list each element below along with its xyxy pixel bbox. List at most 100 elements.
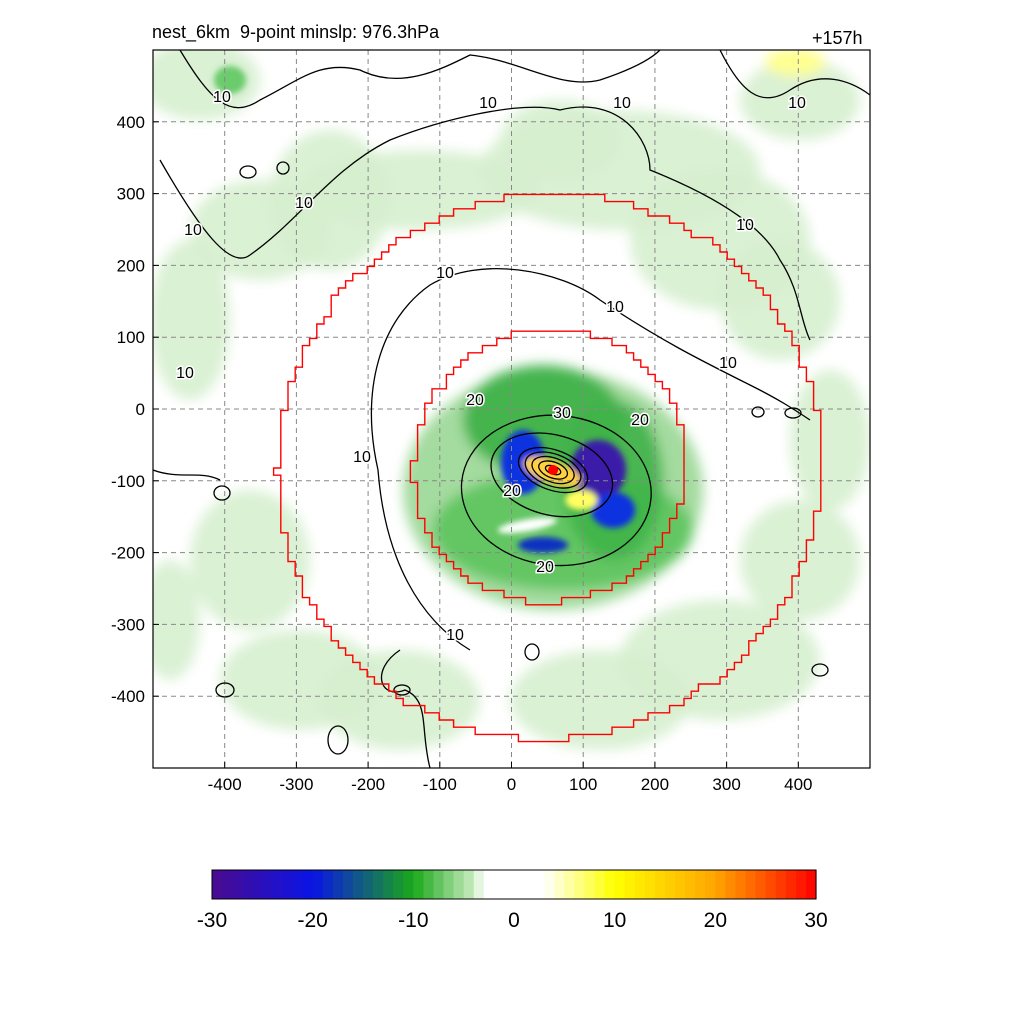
- x-tick-label: 400: [784, 775, 812, 794]
- forecast-hour-label: +157h: [812, 28, 863, 48]
- chart-title: nest_6km 9-point minslp: 976.3hPa: [152, 22, 440, 42]
- contour-10-ne: [719, 50, 870, 99]
- colorbar-tick-label: -30: [197, 909, 227, 932]
- colorbar-swatch: [654, 870, 666, 899]
- colorbar-swatch: [544, 870, 555, 899]
- contour-closed-small: [276, 161, 290, 175]
- colorbar-swatch: [644, 870, 656, 899]
- colorbar-swatch: [705, 870, 716, 899]
- colorbar-swatch: [232, 870, 243, 899]
- contour-closed-small: [524, 643, 540, 661]
- light-green-patch: [740, 500, 860, 620]
- colorbar-swatch: [675, 870, 686, 899]
- colorbar-swatch: [433, 870, 445, 899]
- y-tick-label: 400: [117, 113, 145, 132]
- contour-core: [538, 460, 569, 480]
- colorbar-swatch: [534, 870, 545, 899]
- y-tick-label: -100: [111, 472, 145, 491]
- light-green-patch: [500, 100, 620, 180]
- contour-label: 10: [184, 222, 202, 239]
- center-dot: [548, 465, 559, 476]
- contour-label: 10: [213, 89, 231, 106]
- colorbar-swatch: [785, 870, 797, 899]
- colorbar-swatch: [453, 870, 465, 899]
- colorbar-swatch: [292, 870, 304, 899]
- colorbar-swatch: [262, 870, 273, 899]
- colorbar-swatch: [775, 870, 787, 899]
- x-axis: -400 -300 -200 -100 0 100 200 300 400: [208, 762, 812, 794]
- colorbar-tick-label: 0: [508, 909, 520, 932]
- contour-20: [460, 414, 652, 567]
- colorbar-swatch: [312, 870, 324, 899]
- core-white-arc: [497, 517, 557, 534]
- colorbar-swatch: [564, 870, 575, 899]
- green-spot-nw: [214, 66, 246, 94]
- colorbar-swatch: [342, 870, 354, 899]
- contour-core: [531, 455, 575, 485]
- contour-closed-small: [215, 682, 235, 698]
- contour-closed-small: [811, 663, 829, 677]
- y-tick-label: -300: [111, 615, 145, 634]
- colorbar-swatch: [554, 870, 565, 899]
- y-tick-label: 100: [117, 328, 145, 347]
- colorbar-swatch: [483, 870, 495, 899]
- contour-label: 20: [536, 559, 554, 576]
- x-tick-label: -300: [279, 775, 313, 794]
- grid-lines: [153, 50, 870, 768]
- colorbar-swatch: [493, 870, 505, 899]
- contour-10-south: [380, 649, 431, 768]
- contour-label: 10: [353, 449, 371, 466]
- contour-label: 10: [176, 365, 194, 382]
- contour-label: 10: [736, 217, 754, 234]
- contour-label: 20: [631, 412, 649, 429]
- colorbar-tick-label: 10: [603, 909, 626, 932]
- contour-label: 10: [479, 95, 497, 112]
- x-tick-label: 300: [712, 775, 740, 794]
- light-green-patch: [720, 240, 840, 360]
- colorbar-swatch: [805, 870, 817, 899]
- colorbar-swatch: [473, 870, 485, 899]
- colorbar-swatch: [735, 870, 747, 899]
- colorbar-swatch: [222, 870, 233, 899]
- colorbar-swatch: [352, 870, 364, 899]
- colorbar-swatch: [302, 870, 314, 899]
- colorbar-swatch: [614, 870, 626, 899]
- contour-label: 30: [553, 405, 571, 422]
- contour-10-west: [377, 469, 471, 651]
- contour-label: 20: [466, 392, 484, 409]
- colorbar-swatch: [524, 870, 535, 899]
- colorbar-swatch: [665, 870, 676, 899]
- contour-label: 20: [503, 483, 521, 500]
- colorbar-swatch: [725, 870, 737, 899]
- x-tick-label: -200: [351, 775, 385, 794]
- colorbar-swatch: [604, 870, 616, 899]
- contour-label: 10: [719, 355, 737, 372]
- colorbar-swatch: [624, 870, 636, 899]
- nest-boundary-outer: [272, 193, 822, 743]
- x-tick-label: -400: [208, 775, 242, 794]
- contour-label: 10: [446, 627, 464, 644]
- colorbar-swatch: [282, 870, 294, 899]
- nest-boundaries: [272, 193, 822, 743]
- storm-center-marker: [548, 465, 559, 476]
- colorbar-tick-label: 30: [804, 909, 827, 932]
- contour-label: 10: [295, 195, 313, 212]
- colorbar-swatch: [584, 870, 596, 899]
- contour-label: 10: [788, 95, 806, 112]
- contour-closed-small: [751, 406, 765, 418]
- colorbar: -30 -20 -10 0 10 20 30: [197, 869, 828, 932]
- y-tick-label: -200: [111, 544, 145, 563]
- contour-10-outer: [159, 106, 811, 341]
- core-yellow-se: [565, 490, 598, 511]
- y-tick-label: 300: [117, 185, 145, 204]
- colorbar-frame: [211, 869, 817, 900]
- contour-closed-small: [784, 407, 802, 419]
- colorbar-swatch: [252, 870, 263, 899]
- y-tick-label: 200: [117, 256, 145, 275]
- light-green-patch: [190, 490, 310, 630]
- colorbar-swatch: [393, 870, 404, 899]
- contour-core: [524, 451, 582, 489]
- contour-core: [517, 446, 589, 494]
- contour-closed-small: [327, 725, 349, 755]
- colorbar-tick-label: -10: [398, 909, 428, 932]
